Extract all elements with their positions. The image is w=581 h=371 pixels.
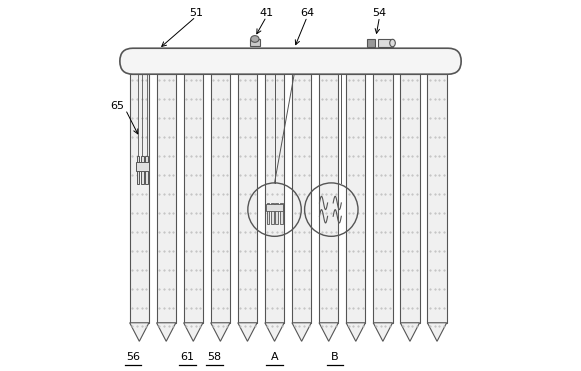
Polygon shape (292, 323, 311, 341)
Polygon shape (130, 74, 149, 323)
Bar (367, 39, 375, 47)
Text: 65: 65 (110, 101, 124, 111)
Polygon shape (238, 74, 257, 323)
Polygon shape (130, 323, 149, 341)
Polygon shape (346, 323, 365, 341)
Polygon shape (373, 323, 393, 341)
Polygon shape (428, 74, 447, 323)
Polygon shape (373, 74, 393, 323)
Text: 54: 54 (372, 8, 386, 18)
Text: B: B (331, 352, 339, 362)
Polygon shape (156, 74, 176, 323)
Polygon shape (428, 323, 447, 341)
Bar (137, 156, 139, 184)
Text: 61: 61 (180, 352, 195, 362)
Polygon shape (211, 74, 230, 323)
Bar (267, 203, 269, 223)
Ellipse shape (251, 36, 259, 42)
Bar (141, 156, 144, 184)
Polygon shape (156, 323, 176, 341)
Text: 58: 58 (207, 352, 221, 362)
Polygon shape (184, 323, 203, 341)
Bar (266, 204, 284, 211)
Text: 51: 51 (189, 8, 203, 18)
Bar (145, 156, 148, 184)
Polygon shape (265, 74, 284, 323)
Polygon shape (400, 74, 419, 323)
Bar (378, 39, 393, 47)
Polygon shape (319, 323, 338, 341)
Polygon shape (346, 74, 365, 323)
Polygon shape (238, 323, 257, 341)
Polygon shape (211, 323, 230, 341)
Polygon shape (400, 323, 419, 341)
Bar (275, 203, 278, 223)
Text: A: A (271, 352, 278, 362)
Text: 64: 64 (300, 8, 314, 18)
Bar (136, 162, 149, 171)
Bar (271, 203, 274, 223)
Bar (280, 203, 282, 223)
Polygon shape (319, 74, 338, 323)
Polygon shape (184, 74, 203, 323)
Ellipse shape (390, 39, 395, 47)
Text: 56: 56 (126, 352, 140, 362)
Text: 41: 41 (259, 8, 274, 18)
Polygon shape (265, 323, 284, 341)
Polygon shape (292, 74, 311, 323)
FancyBboxPatch shape (120, 48, 461, 74)
Bar (250, 39, 260, 46)
